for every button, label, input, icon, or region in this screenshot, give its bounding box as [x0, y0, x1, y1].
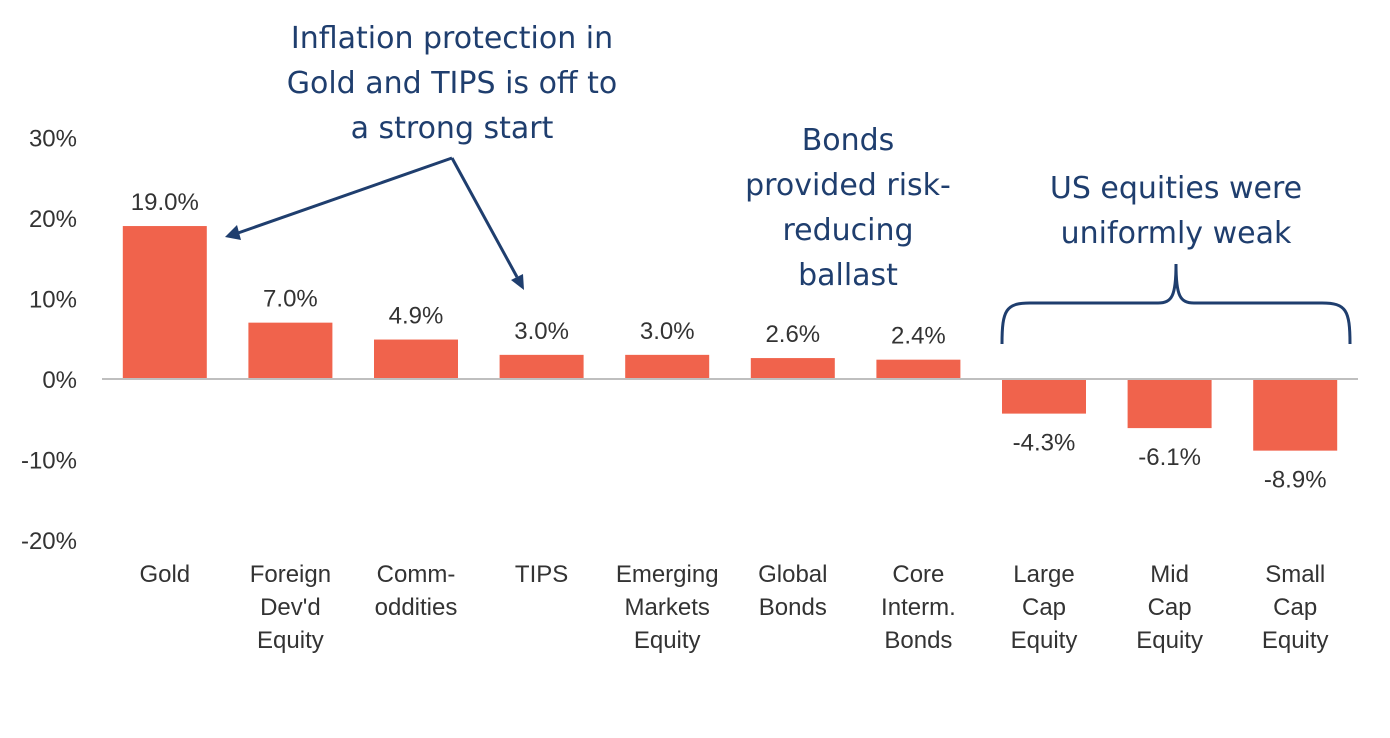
bar — [1127, 379, 1212, 429]
category-label: Bonds — [884, 627, 952, 654]
arrow-to-tips-head — [511, 274, 524, 290]
annotation-bonds: Bonds — [802, 123, 895, 158]
bar — [499, 354, 584, 379]
annotation-us-equities: uniformly weak — [1061, 216, 1292, 251]
y-tick-label: 10% — [29, 287, 77, 314]
annotation-inflation: Gold and TIPS is off to — [287, 66, 618, 101]
bar — [1002, 379, 1086, 414]
annotation-bonds: provided risk- — [745, 168, 951, 203]
y-tick-label: -20% — [21, 528, 77, 555]
category-label: Bonds — [759, 594, 827, 621]
data-label: -4.3% — [1013, 430, 1076, 457]
category-label: Comm- — [377, 561, 456, 588]
y-tick-label: 20% — [29, 206, 77, 233]
category-label: Foreign — [250, 561, 331, 588]
category-label: Gold — [139, 561, 190, 588]
category-label: Mid — [1150, 561, 1189, 588]
y-tick-label: 30% — [29, 126, 77, 153]
arrow-to-gold-head — [225, 225, 241, 240]
category-label: Cap — [1273, 594, 1317, 621]
category-label: Equity — [1262, 627, 1329, 654]
category-label: Equity — [1136, 627, 1203, 654]
data-label: -8.9% — [1264, 467, 1327, 494]
category-label: Emerging — [616, 561, 719, 588]
category-label: Equity — [257, 627, 324, 654]
bar — [625, 354, 710, 379]
annotation-inflation: Inflation protection in — [291, 21, 613, 56]
annotation-us-equities: US equities were — [1050, 171, 1302, 206]
y-tick-label: -10% — [21, 448, 77, 475]
category-label: Core — [892, 561, 944, 588]
category-label: Cap — [1022, 594, 1066, 621]
category-label: Markets — [625, 594, 710, 621]
annotation-bonds: ballast — [798, 258, 898, 293]
brace-us-equities — [1000, 263, 1352, 345]
data-label: 2.4% — [891, 323, 946, 350]
category-label: Equity — [1011, 627, 1078, 654]
annotation-bonds: reducing — [782, 213, 913, 248]
data-label: 19.0% — [131, 189, 199, 216]
category-label: Dev'd — [260, 594, 321, 621]
bar — [374, 339, 458, 379]
arrow-to-tips-line — [450, 157, 519, 278]
category-label: Equity — [634, 627, 701, 654]
data-label: 2.6% — [765, 321, 820, 348]
category-label: oddities — [375, 594, 458, 621]
arrow-to-gold-line — [237, 156, 453, 235]
y-tick-label: 0% — [42, 367, 77, 394]
category-label: Interm. — [881, 594, 956, 621]
category-label: Global — [758, 561, 827, 588]
category-label: Large — [1013, 561, 1074, 588]
category-label: Small — [1265, 561, 1325, 588]
bar — [248, 322, 333, 379]
data-label: 3.0% — [640, 318, 695, 345]
bar — [750, 358, 835, 379]
bar — [122, 226, 207, 379]
category-label: TIPS — [515, 561, 568, 588]
category-label: Cap — [1148, 594, 1192, 621]
data-label: 7.0% — [263, 286, 318, 313]
annotation-inflation: a strong start — [351, 111, 554, 146]
bar — [876, 359, 961, 379]
data-label: 4.9% — [389, 303, 444, 330]
bar — [1253, 379, 1338, 451]
data-label: -6.1% — [1138, 444, 1201, 471]
data-label: 3.0% — [514, 318, 569, 345]
